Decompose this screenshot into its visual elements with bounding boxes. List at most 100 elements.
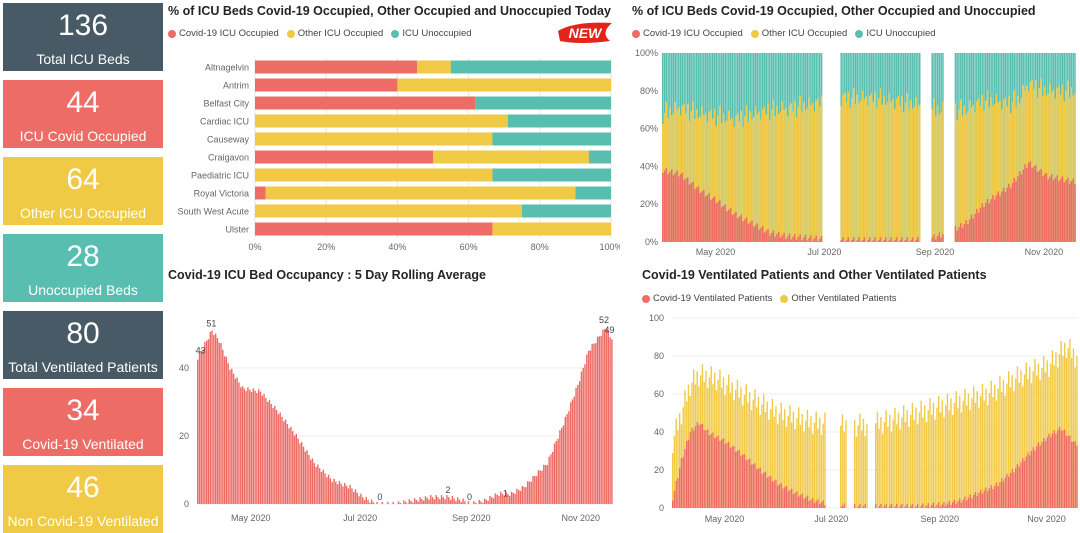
bar-covid-ventilated: [901, 504, 902, 508]
bar-covid: [382, 502, 383, 504]
legend-item[interactable]: Other ICU Occupied: [751, 28, 848, 39]
bar-covid: [703, 190, 705, 242]
bar-covid: [896, 237, 898, 242]
bar-covid-ventilated: [907, 504, 908, 508]
bar-covid: [288, 428, 289, 504]
bar-covid: [878, 240, 880, 242]
legend-item[interactable]: ICU Unoccupied: [855, 28, 935, 39]
bar-other-ventilated: [819, 418, 820, 508]
data-label: 51: [206, 318, 216, 328]
bar-covid: [1001, 192, 1003, 242]
bar-covid: [308, 455, 309, 504]
kpi-icu-covid-occupied[interactable]: 44 ICU Covid Occupied: [3, 80, 163, 148]
bar-covid: [462, 499, 463, 504]
bar-covid: [333, 479, 334, 504]
bar-covid-ventilated: [1008, 477, 1009, 508]
bar-other: [862, 91, 864, 242]
legend-item[interactable]: Other Ventilated Patients: [780, 293, 896, 304]
bar-covid: [874, 237, 876, 242]
chart-icu-today: 0%20%40%60%80%100%AltnagelvinAntrimBelfa…: [165, 52, 620, 262]
legend-item[interactable]: ICU Unoccupied: [391, 28, 471, 39]
bar-segment: [255, 79, 397, 92]
bar-covid: [487, 501, 488, 504]
bar-segment: [255, 169, 492, 182]
bar-covid: [419, 497, 420, 504]
data-label: 43: [196, 346, 206, 356]
bar-covid: [513, 493, 514, 504]
bar-covid: [235, 379, 236, 504]
bar-covid: [764, 233, 766, 242]
bar-covid: [323, 470, 324, 504]
bar-covid: [1010, 188, 1012, 242]
bar-covid-ventilated: [987, 491, 988, 508]
bar-other-ventilated: [956, 391, 957, 508]
bar-covid: [1021, 175, 1023, 242]
bar-covid: [751, 220, 753, 242]
bar-covid: [880, 237, 882, 242]
kpi-total-icu-beds[interactable]: 136 Total ICU Beds: [3, 3, 163, 71]
bar-covid-ventilated: [884, 506, 885, 508]
bar-covid: [376, 502, 377, 504]
bar-other-ventilated: [865, 436, 866, 508]
bar-other: [851, 98, 853, 242]
bar-covid: [1067, 178, 1069, 242]
bar-covid: [1028, 163, 1030, 242]
bar-covid-ventilated: [915, 506, 916, 508]
bar-covid: [864, 237, 866, 242]
bar-covid: [287, 424, 288, 504]
bar-covid-ventilated: [763, 473, 764, 508]
bar-covid: [539, 470, 540, 504]
bar-covid: [602, 330, 603, 504]
bar-covid: [1074, 184, 1076, 242]
legend-item[interactable]: Covid-19 ICU Occupied: [168, 28, 279, 39]
bar-covid: [439, 499, 440, 504]
bar-covid: [446, 495, 447, 504]
bar-covid-ventilated: [674, 491, 675, 508]
bar-covid: [265, 398, 266, 504]
bar-other: [885, 105, 887, 242]
bar-covid: [267, 402, 268, 504]
kpi-total-ventilated[interactable]: 80 Total Ventilated Patients: [3, 311, 163, 379]
bar-covid-ventilated: [917, 504, 918, 508]
kpi-other-icu-occupied[interactable]: 64 Other ICU Occupied: [3, 157, 163, 225]
bar-covid-ventilated: [1029, 455, 1030, 508]
bar-covid: [523, 487, 524, 504]
legend-item[interactable]: Covid-19 Ventilated Patients: [642, 293, 772, 304]
kpi-non-covid-ventilated[interactable]: 46 Non Covid-19 Ventilated: [3, 465, 163, 533]
legend-item[interactable]: Other ICU Occupied: [287, 28, 384, 39]
bar-other: [883, 96, 885, 242]
bar-covid: [685, 178, 687, 242]
bar-covid-ventilated: [690, 432, 691, 508]
bar-other-ventilated: [866, 424, 867, 508]
bar-covid-ventilated: [718, 435, 719, 508]
category-label: Paediatric ICU: [191, 171, 249, 181]
bar-covid: [251, 392, 252, 504]
bar-covid: [955, 226, 957, 242]
bar-covid: [500, 492, 501, 504]
bar-covid: [247, 387, 248, 504]
bar-other-ventilated: [672, 453, 673, 508]
bar-covid-ventilated: [767, 478, 768, 508]
kpi-covid-ventilated[interactable]: 34 Covid-19 Ventilated: [3, 388, 163, 456]
bar-covid: [901, 237, 903, 242]
bar-covid: [726, 211, 728, 242]
legend-item[interactable]: Covid-19 ICU Occupied: [632, 28, 743, 39]
bar-covid: [434, 499, 435, 504]
bar-covid-ventilated: [817, 499, 818, 508]
bar-covid-ventilated: [1069, 435, 1070, 508]
bar-covid: [296, 434, 297, 504]
bar-covid: [335, 482, 336, 504]
bar-covid: [1026, 168, 1028, 242]
bar-covid: [591, 344, 592, 504]
kpi-unoccupied-beds[interactable]: 28 Unoccupied Beds: [3, 234, 163, 302]
bar-covid: [222, 350, 223, 504]
bar-other: [762, 109, 764, 242]
kpi-value: 80: [3, 317, 163, 351]
bar-other-ventilated: [929, 398, 930, 508]
bar-covid: [807, 241, 809, 242]
bar-other-ventilated: [798, 407, 799, 508]
bar-other: [855, 104, 857, 242]
bar-covid: [590, 350, 591, 504]
bar-covid-ventilated: [725, 444, 726, 508]
bar-other-ventilated: [977, 391, 978, 508]
